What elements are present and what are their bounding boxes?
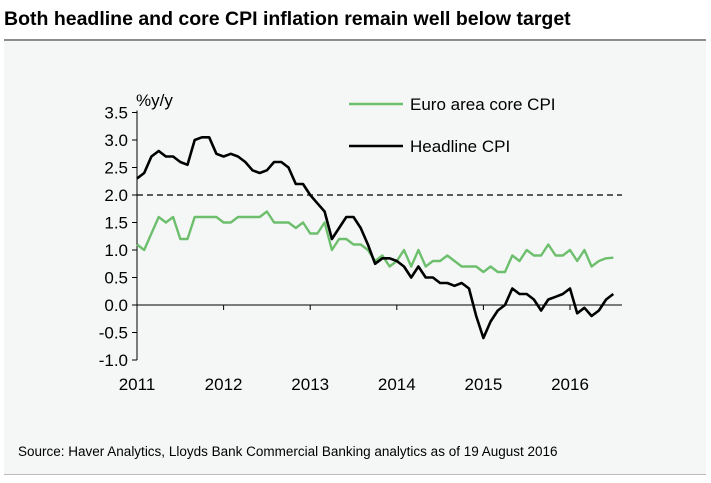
legend-label: Euro area core CPI [410,95,556,114]
y-tick-label: 0.5 [104,269,128,288]
legend-label: Headline CPI [410,137,510,156]
chart-title: Both headline and core CPI inflation rem… [4,8,571,30]
x-tick-label: 2016 [551,375,589,394]
x-tick-label: 2012 [205,375,243,394]
source-note: Source: Haver Analytics, Lloyds Bank Com… [18,444,558,459]
y-tick-label: -1.0 [99,351,128,370]
y-tick-label: 0.0 [104,296,128,315]
x-tick-label: 2013 [291,375,329,394]
x-tick-label: 2015 [464,375,502,394]
y-tick-label: 3.5 [104,104,128,123]
y-tick-label: 2.0 [104,186,128,205]
y-tick-label: -0.5 [99,324,128,343]
series-line-headline [136,136,615,340]
y-axis-label: %y/y [136,91,173,110]
y-tick-label: 2.5 [104,159,128,178]
y-tick-label: 3.0 [104,131,128,150]
y-tick-label: 1.5 [104,214,128,233]
chart-panel [4,39,706,475]
y-tick-label: 1.0 [104,241,128,260]
x-tick-label: 2014 [378,375,416,394]
x-tick-label: 2011 [119,375,156,394]
